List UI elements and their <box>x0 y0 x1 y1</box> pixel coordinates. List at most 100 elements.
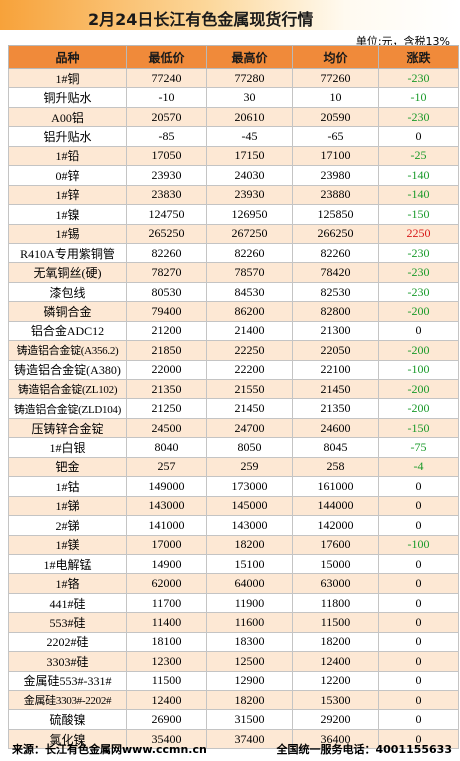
change-cell: -140 <box>378 165 459 186</box>
avg-price-cell: 21350 <box>292 398 379 419</box>
avg-price-cell: 20590 <box>292 106 379 128</box>
table-row: 铸造铝合金锭(A356.2) 21850 22250 22050 -200 <box>8 340 459 361</box>
low-price-cell: 79400 <box>126 301 207 322</box>
product-name-cell: 铝合金ADC12 <box>8 320 127 342</box>
product-name-cell: 1#锌 <box>8 184 127 206</box>
high-price-cell: 78570 <box>206 262 293 283</box>
low-price-cell: 35400 <box>126 728 207 750</box>
change-cell: 0 <box>378 689 459 711</box>
table-row: 1#锡 265250 267250 266250 2250 <box>8 223 459 244</box>
product-name-cell: 铜升贴水 <box>8 87 127 108</box>
high-price-cell: 18200 <box>206 534 293 555</box>
product-name-cell: 硫酸镍 <box>8 709 127 730</box>
avg-price-cell: 18200 <box>292 631 379 653</box>
avg-price-cell: 22100 <box>292 359 379 381</box>
high-price-cell: -45 <box>206 126 293 147</box>
low-price-cell: 21850 <box>126 340 207 361</box>
product-name-cell: 1#电解锰 <box>8 553 127 575</box>
table-row: 2202#硅 18100 18300 18200 0 <box>8 631 459 653</box>
column-header-avg: 均价 <box>292 45 379 69</box>
change-cell: 0 <box>378 495 459 517</box>
low-price-cell: 12400 <box>126 689 207 711</box>
high-price-cell: 82260 <box>206 242 293 264</box>
product-name-cell: 1#镁 <box>8 534 127 555</box>
table-row: 铸造铝合金锭(A380) 22000 22200 22100 -100 <box>8 359 459 381</box>
change-cell: -230 <box>378 281 459 303</box>
low-price-cell: 12300 <box>126 651 207 672</box>
avg-price-cell: 15000 <box>292 553 379 575</box>
high-price-cell: 77280 <box>206 67 293 89</box>
high-price-cell: 18200 <box>206 689 293 711</box>
avg-price-cell: 258 <box>292 456 379 478</box>
table-row: 硫酸镍 26900 31500 29200 0 <box>8 709 459 730</box>
product-name-cell: 压铸锌合金锭 <box>8 417 127 439</box>
high-price-cell: 17150 <box>206 145 293 167</box>
product-name-cell: 1#钴 <box>8 476 127 497</box>
product-name-cell: 钯金 <box>8 456 127 478</box>
avg-price-cell: 142000 <box>292 515 379 536</box>
low-price-cell: -10 <box>126 87 207 108</box>
high-price-cell: 21550 <box>206 378 293 400</box>
table-row: 漆包线 80530 84530 82530 -230 <box>8 281 459 303</box>
product-name-cell: 1#白银 <box>8 437 127 458</box>
low-price-cell: 80530 <box>126 281 207 303</box>
hotline-text: 全国统一服务电话：4001155633 <box>276 743 452 756</box>
high-price-cell: 145000 <box>206 495 293 517</box>
product-name-cell: 1#铅 <box>8 145 127 167</box>
table-row: 1#铅 17050 17150 17100 -25 <box>8 145 459 167</box>
table-row: R410A专用紫铜管 82260 82260 82260 -230 <box>8 242 459 264</box>
column-header-name: 品种 <box>8 45 127 69</box>
product-name-cell: 磷铜合金 <box>8 301 127 322</box>
high-price-cell: 24030 <box>206 165 293 186</box>
table-row: 3303#硅 12300 12500 12400 0 <box>8 651 459 672</box>
high-price-cell: 11900 <box>206 592 293 614</box>
high-price-cell: 259 <box>206 456 293 478</box>
low-price-cell: 22000 <box>126 359 207 381</box>
avg-price-cell: 82800 <box>292 301 379 322</box>
product-name-cell: 3303#硅 <box>8 651 127 672</box>
low-price-cell: 17000 <box>126 534 207 555</box>
product-name-cell: 铸造铝合金锭(ZL102) <box>8 378 127 400</box>
table-header-row: 品种 最低价 最高价 均价 涨跌 <box>8 45 459 69</box>
avg-price-cell: 21300 <box>292 320 379 342</box>
product-name-cell: 0#锌 <box>8 165 127 186</box>
avg-price-cell: 21450 <box>292 378 379 400</box>
change-cell: 0 <box>378 573 459 594</box>
table-row: 铜升贴水 -10 30 10 -10 <box>8 87 459 108</box>
table-row: 氯化镍 35400 37400 36400 0 <box>8 728 459 750</box>
product-name-cell: 漆包线 <box>8 281 127 303</box>
product-name-cell: 1#锑 <box>8 495 127 517</box>
table-row: 1#电解锰 14900 15100 15000 0 <box>8 553 459 575</box>
low-price-cell: -85 <box>126 126 207 147</box>
change-cell: -230 <box>378 106 459 128</box>
low-price-cell: 62000 <box>126 573 207 594</box>
avg-price-cell: 63000 <box>292 573 379 594</box>
product-name-cell: 2#锑 <box>8 515 127 536</box>
change-cell: 0 <box>378 631 459 653</box>
change-cell: 0 <box>378 612 459 633</box>
high-price-cell: 8050 <box>206 437 293 458</box>
change-cell: -230 <box>378 67 459 89</box>
price-table-body: 1#铜 77240 77280 77260 -230 铜升贴水 -10 30 10 -10 A00铝… <box>8 67 459 750</box>
product-name-cell: 氯化镍 <box>8 728 127 750</box>
table-row: 0#锌 23930 24030 23980 -140 <box>8 165 459 186</box>
low-price-cell: 257 <box>126 456 207 478</box>
high-price-cell: 31500 <box>206 709 293 730</box>
high-price-cell: 22250 <box>206 340 293 361</box>
low-price-cell: 20570 <box>126 106 207 128</box>
high-price-cell: 267250 <box>206 223 293 244</box>
high-price-cell: 86200 <box>206 301 293 322</box>
table-row: 压铸锌合金锭 24500 24700 24600 -150 <box>8 417 459 439</box>
change-cell: -200 <box>378 301 459 322</box>
product-name-cell: 2202#硅 <box>8 631 127 653</box>
avg-price-cell: 78420 <box>292 262 379 283</box>
high-price-cell: 126950 <box>206 204 293 225</box>
low-price-cell: 78270 <box>126 262 207 283</box>
high-price-cell: 22200 <box>206 359 293 381</box>
avg-price-cell: 29200 <box>292 709 379 730</box>
product-name-cell: 1#铬 <box>8 573 127 594</box>
change-cell: -100 <box>378 359 459 381</box>
low-price-cell: 265250 <box>126 223 207 244</box>
high-price-cell: 20610 <box>206 106 293 128</box>
avg-price-cell: 17600 <box>292 534 379 555</box>
